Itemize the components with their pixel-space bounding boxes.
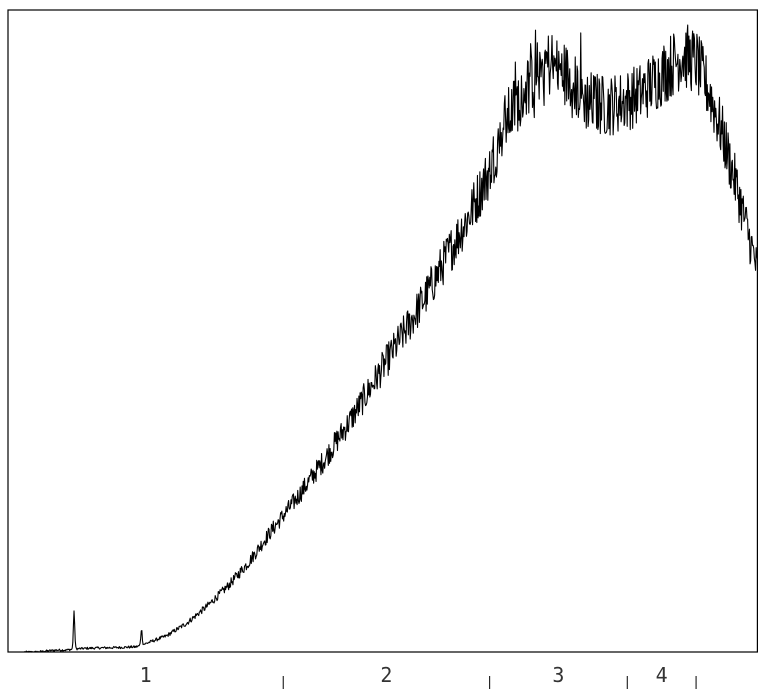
region-labels: 1 2 3 4: [140, 663, 668, 687]
region-label: 2: [380, 663, 392, 687]
plot-frame: [7, 9, 758, 653]
region-label: 4: [656, 663, 668, 687]
region-ticks: [282, 676, 697, 689]
series-line: [23, 24, 758, 653]
region-label: 1: [140, 663, 152, 687]
region-label: 3: [552, 663, 564, 687]
